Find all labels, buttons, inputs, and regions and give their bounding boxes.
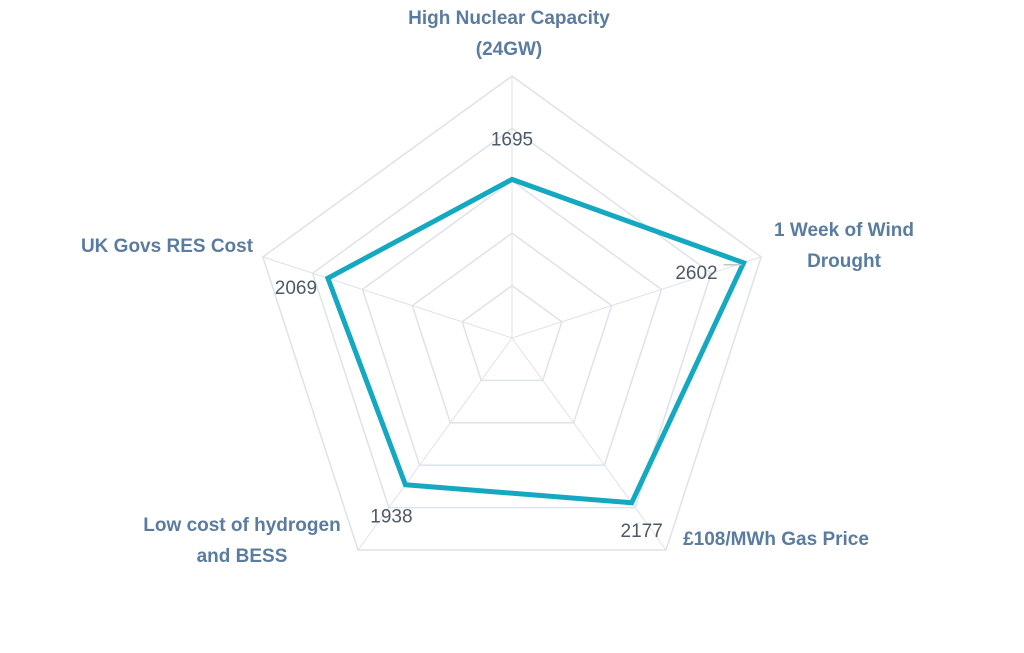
data-label-4: 2069	[275, 278, 317, 299]
axis-line-4	[262, 256, 513, 339]
series-line-0	[324, 176, 748, 506]
category-label-line: Low cost of hydrogen	[143, 515, 340, 536]
category-label-line: £108/MWh Gas Price	[683, 529, 869, 550]
data-label-1: 2602	[675, 263, 717, 284]
grid-ring-2	[411, 232, 613, 424]
radar-axes	[262, 76, 762, 551]
grid-ring-1	[461, 284, 563, 382]
axis-line-3	[357, 337, 513, 551]
radar-series	[324, 176, 748, 506]
grid-ring-3	[361, 179, 663, 466]
category-label-line: (24GW)	[476, 39, 543, 60]
category-labels: High Nuclear Capacity (24GW) 1 Week of Win…	[81, 8, 914, 567]
axis-line-1	[511, 256, 762, 339]
grid-ring-4	[311, 127, 713, 509]
category-label-line: UK Govs RES Cost	[81, 236, 254, 257]
data-labels: 1695 2602 2177 1938 2069	[275, 129, 742, 542]
category-label-line: and BESS	[197, 546, 288, 567]
data-label-3: 1938	[370, 507, 412, 528]
category-label-line: Drought	[807, 251, 882, 272]
category-label-1: 1 Week of Wind Drought	[774, 220, 914, 272]
category-label-2: £108/MWh Gas Price	[683, 529, 869, 550]
data-label-2: 2177	[621, 521, 663, 542]
category-label-0: High Nuclear Capacity (24GW)	[408, 8, 610, 60]
radar-grid	[261, 75, 763, 551]
category-label-line: 1 Week of Wind	[774, 220, 914, 241]
category-label-3: Low cost of hydrogen and BESS	[143, 515, 340, 567]
data-label-0: 1695	[491, 129, 533, 150]
axis-line-2	[511, 337, 667, 551]
grid-ring-5	[261, 75, 763, 551]
category-label-4: UK Govs RES Cost	[81, 236, 254, 257]
category-label-line: High Nuclear Capacity	[408, 8, 610, 29]
